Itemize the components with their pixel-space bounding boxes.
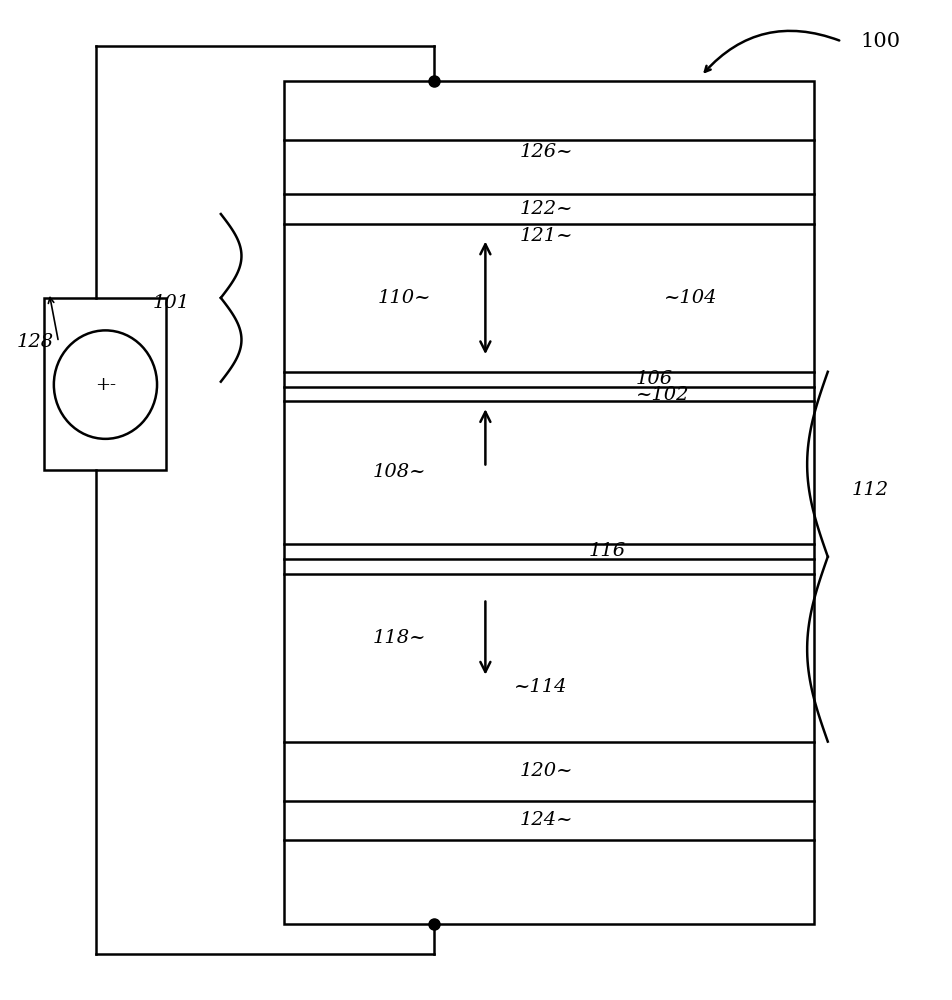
Text: 108~: 108~ bbox=[373, 463, 426, 481]
Text: 110~: 110~ bbox=[378, 289, 431, 307]
Text: ~104: ~104 bbox=[664, 289, 717, 307]
Text: 128: 128 bbox=[16, 333, 53, 351]
Bar bbox=[45, 298, 167, 470]
Text: 124~: 124~ bbox=[520, 811, 573, 829]
Circle shape bbox=[54, 330, 157, 439]
Text: 100: 100 bbox=[861, 32, 901, 51]
Text: +-: +- bbox=[95, 376, 116, 394]
Text: ~102: ~102 bbox=[636, 386, 689, 404]
Text: 116: 116 bbox=[588, 542, 625, 560]
Text: 121~: 121~ bbox=[520, 227, 573, 245]
Text: 118~: 118~ bbox=[373, 629, 426, 647]
Text: ~114: ~114 bbox=[513, 678, 567, 696]
Text: 126~: 126~ bbox=[520, 143, 573, 161]
Text: 120~: 120~ bbox=[520, 762, 573, 780]
Text: 122~: 122~ bbox=[520, 200, 573, 218]
Text: 112: 112 bbox=[851, 481, 888, 499]
Text: 101: 101 bbox=[152, 294, 189, 312]
Text: 106: 106 bbox=[636, 370, 673, 388]
Bar bbox=[284, 81, 814, 924]
